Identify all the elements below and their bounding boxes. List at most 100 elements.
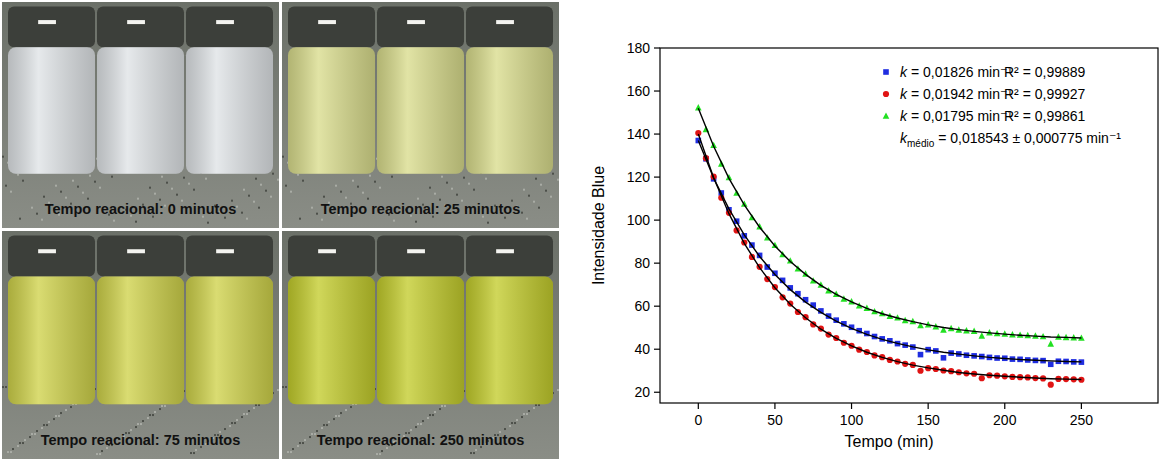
y-tick-label: 120 [627, 169, 651, 185]
speckle [176, 194, 178, 196]
speckle [149, 414, 151, 416]
data-point [979, 375, 985, 381]
y-tick-label: 180 [627, 40, 651, 56]
figure: Tempo reacional: 0 minutos Tempo reaciona… [0, 0, 1165, 461]
speckle [309, 436, 311, 438]
photo-caption: Tempo reacional: 0 minutos [45, 201, 237, 217]
vial-reflection [407, 249, 425, 253]
vial-reflection [38, 20, 56, 24]
speckle [195, 449, 197, 451]
speckle [270, 196, 272, 198]
speckle [48, 421, 50, 423]
vial-reflection [38, 249, 56, 253]
speckle [5, 185, 7, 187]
y-tick [654, 349, 660, 350]
vial-liquid [288, 277, 375, 405]
annotation: kmédio = 0,018543 ± 0,000775 min⁻¹ [900, 130, 1121, 149]
data-point [1047, 340, 1054, 346]
speckle [323, 424, 325, 426]
speckle [321, 427, 323, 429]
speckle [391, 176, 393, 178]
speckle [243, 413, 245, 415]
speckle [231, 422, 233, 424]
speckle [236, 206, 238, 208]
r2-label: R² = 0,99861 [1004, 108, 1086, 124]
speckle [72, 180, 74, 182]
vial-cap [186, 236, 273, 277]
speckle [255, 178, 257, 180]
speckle [528, 195, 530, 197]
speckle [159, 408, 161, 410]
vial-cap [377, 236, 464, 277]
speckle [311, 433, 313, 435]
speckle [60, 412, 62, 414]
speckle [533, 201, 535, 203]
speckle [161, 405, 163, 407]
speckle [441, 405, 443, 407]
y-tick [654, 220, 660, 221]
speckle [101, 450, 103, 452]
speckle [456, 194, 458, 196]
fit-line [698, 134, 1081, 379]
speckle [164, 405, 166, 407]
speckle [504, 428, 506, 430]
speckle [444, 405, 446, 407]
speckle [43, 424, 45, 426]
vial-reflection [127, 249, 145, 253]
speckle [243, 189, 245, 191]
speckle [99, 187, 101, 189]
speckle [241, 212, 243, 214]
speckle [350, 406, 352, 408]
speckle [24, 439, 26, 441]
vial-reflection [216, 249, 234, 253]
speckle [2, 386, 4, 388]
speckle [415, 426, 417, 428]
x-tick-label: 100 [840, 412, 864, 428]
vial-liquid [8, 47, 95, 174]
vial-reflection [318, 20, 336, 24]
speckle [205, 178, 207, 180]
speckle [369, 175, 371, 177]
speckle [17, 445, 19, 447]
speckle [538, 404, 540, 406]
speckle [526, 218, 528, 220]
plot-frame [660, 48, 1158, 403]
speckle [287, 451, 289, 453]
speckle [451, 188, 453, 190]
speckle [417, 423, 419, 425]
data-point [978, 332, 985, 338]
speckle [362, 192, 364, 194]
photo-background [2, 2, 279, 228]
speckle [236, 419, 238, 421]
speckle [379, 453, 381, 455]
speckle [241, 416, 243, 418]
speckle [10, 451, 12, 453]
y-tick [654, 47, 660, 48]
speckle [523, 413, 525, 415]
speckle [470, 452, 472, 454]
speckle [190, 452, 192, 454]
speckle [248, 195, 250, 197]
speckle [41, 427, 43, 429]
speckle [10, 191, 12, 193]
vial-shine [186, 277, 273, 405]
speckle [415, 221, 417, 223]
speckle [55, 415, 57, 417]
speckle [352, 180, 354, 182]
photo-background [2, 231, 279, 459]
speckle [557, 179, 559, 181]
speckle [381, 450, 383, 452]
speckle [323, 196, 325, 198]
vial-cap [97, 236, 184, 277]
speckle [410, 429, 412, 431]
x-tick [698, 403, 699, 409]
speckle [193, 189, 195, 191]
photo-panel: Tempo reacional: 250 minutos [282, 231, 559, 459]
speckle [140, 423, 142, 425]
speckle [333, 418, 335, 420]
speckle [147, 417, 149, 419]
speckle [340, 412, 342, 414]
speckle [152, 414, 154, 416]
vial-cap [377, 7, 464, 48]
vial-shine [8, 47, 95, 174]
